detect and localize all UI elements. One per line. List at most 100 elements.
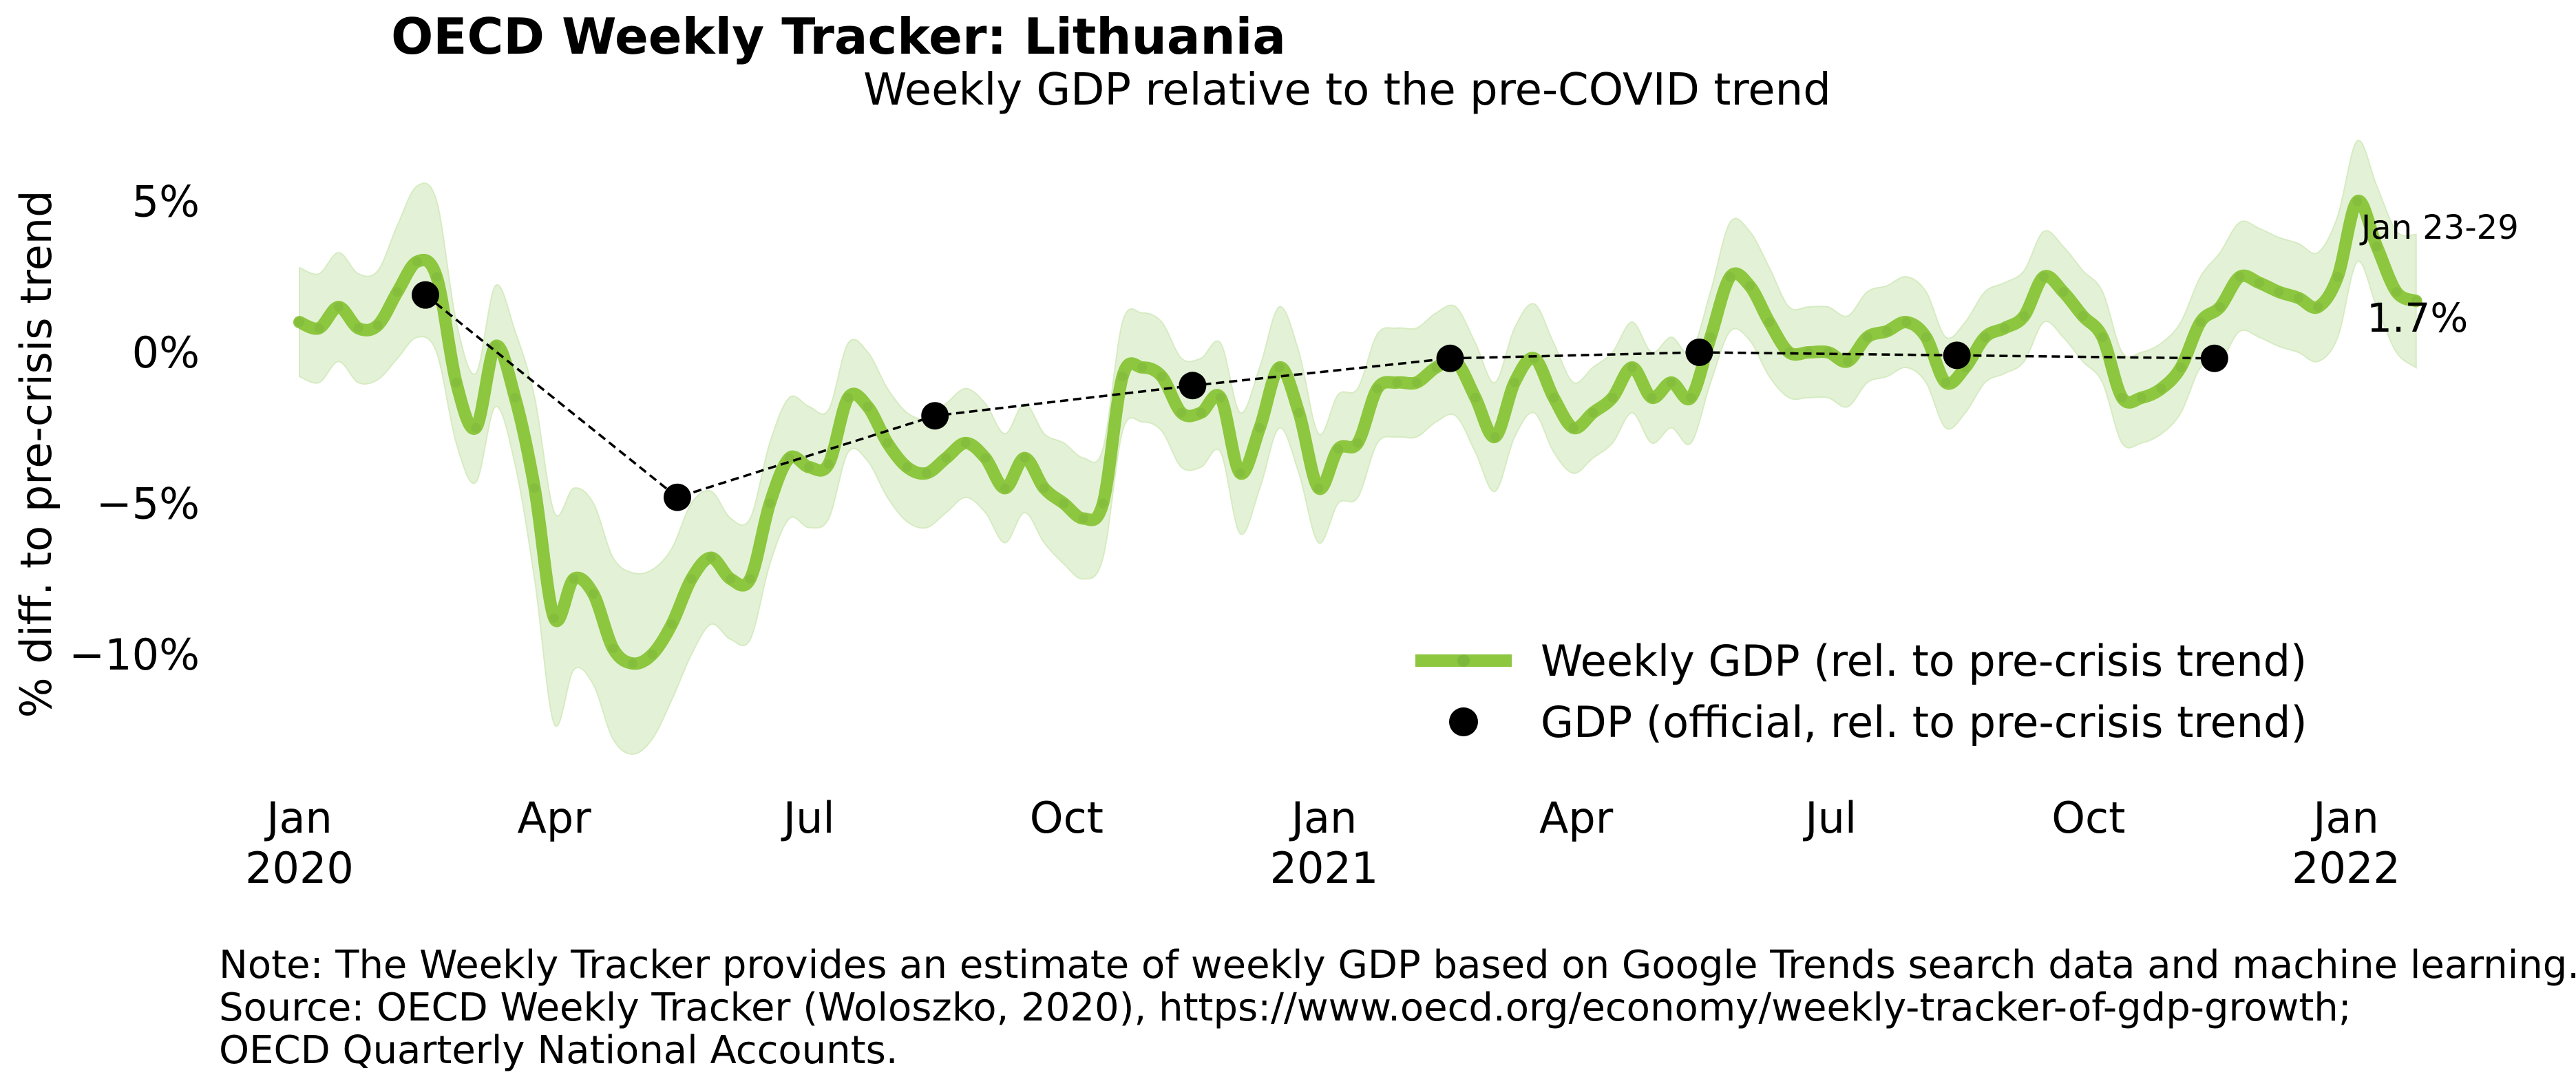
weekly-gdp-point (2117, 392, 2127, 403)
weekly-gdp-point (628, 659, 637, 669)
weekly-gdp-point (1274, 363, 1285, 372)
legend-official-label: GDP (official, rel. to pre-crisis trend) (1541, 697, 2308, 747)
weekly-gdp-point (1294, 407, 1304, 418)
weekly-gdp-point (1216, 392, 1226, 403)
weekly-gdp-point (1568, 423, 1579, 433)
weekly-gdp-point (980, 453, 991, 463)
weekly-gdp-point (2293, 293, 2303, 303)
weekly-gdp-point (451, 377, 461, 387)
weekly-gdp-point (666, 619, 677, 630)
y-tick-label: 5% (132, 177, 200, 227)
official-gdp-point (412, 281, 439, 309)
weekly-gdp-point (2137, 392, 2147, 403)
x-tick-label: Jul (1802, 793, 1857, 843)
weekly-gdp-point (372, 320, 383, 330)
x-tick-label: Apr (1539, 793, 1614, 843)
weekly-gdp-point (1784, 348, 1794, 357)
weekly-gdp-point (1882, 326, 1892, 336)
weekly-gdp-point (726, 574, 736, 584)
weekly-gdp-point (1333, 444, 1343, 454)
weekly-gdp-point (2019, 311, 2029, 321)
weekly-gdp-point (1980, 332, 1990, 343)
chart-subtitle: Weekly GDP relative to the pre-COVID tre… (863, 65, 1831, 116)
weekly-gdp-point (1078, 513, 1088, 524)
official-gdp-point (1179, 372, 1207, 400)
x-tick-label: Jan (1289, 793, 1358, 843)
weekly-gdp-point (1313, 483, 1324, 493)
weekly-gdp-point (2254, 278, 2264, 288)
weekly-gdp-point (863, 402, 873, 412)
y-tick-label: 0% (132, 328, 200, 378)
weekly-gdp-point (1157, 372, 1167, 382)
weekly-gdp-point (2038, 272, 2049, 282)
weekly-gdp-point (1255, 423, 1265, 433)
weekly-gdp-point (1725, 272, 1735, 282)
weekly-gdp-point (1862, 332, 1872, 343)
legend-weekly-label: Weekly GDP (rel. to pre-crisis trend) (1541, 636, 2307, 686)
official-gdp-point (2200, 344, 2228, 372)
weekly-gdp-point (784, 453, 794, 463)
weekly-gdp-point (1059, 498, 1069, 509)
weekly-gdp-point (569, 574, 579, 584)
weekly-gdp-point (1744, 281, 1755, 291)
source-line: Source: OECD Weekly Tracker (Woloszko, 2… (219, 985, 2352, 1030)
note-line: Note: The Weekly Tracker provides an est… (219, 943, 2576, 987)
weekly-gdp-point (883, 438, 893, 448)
weekly-gdp-point (1921, 332, 1931, 343)
weekly-gdp-point (1823, 348, 1833, 357)
weekly-gdp-point (1098, 498, 1108, 509)
weekly-gdp-point (1705, 332, 1715, 343)
x-tick-label: Oct (1030, 793, 1104, 843)
weekly-gdp-point (2098, 332, 2108, 343)
weekly-gdp-line (293, 194, 2422, 670)
weekly-gdp-point (1764, 317, 1775, 328)
x-tick-year-label: 2022 (2292, 843, 2400, 893)
weekly-gdp-point (843, 392, 854, 403)
legend: Weekly GDP (rel. to pre-crisis trend) GD… (1415, 636, 2308, 747)
x-tick-label: Jan (2310, 793, 2379, 843)
y-tick-label: −5% (96, 479, 200, 529)
official-gdp-point (1943, 341, 1971, 370)
weekly-gdp-point (647, 650, 657, 659)
y-axis-ticks: 5% 0% −5% −10% (69, 177, 200, 681)
x-tick-year-label: 2021 (1270, 843, 1379, 893)
weekly-gdp-point (2392, 287, 2402, 297)
weekly-gdp-point (2215, 302, 2225, 312)
weekly-gdp-point (922, 468, 931, 478)
weekly-gdp-point (1510, 377, 1520, 387)
last-week-value-annotation: 1.7% (2367, 295, 2468, 341)
weekly-gdp-point (1999, 323, 2009, 333)
chart-title: OECD Weekly Tracker: Lithuania (391, 8, 1286, 65)
official-gdp-point (1685, 339, 1713, 366)
weekly-gdp-markers (295, 196, 2421, 669)
weekly-gdp-point (765, 498, 775, 509)
x-tick-label: Apr (517, 793, 591, 843)
weekly-gdp-point (589, 589, 598, 599)
y-tick-label: −10% (69, 630, 200, 680)
weekly-gdp-point (1901, 317, 1912, 328)
weekly-gdp-point (1666, 377, 1676, 387)
weekly-gdp-point (1196, 407, 1206, 418)
weekly-gdp-point (608, 643, 618, 654)
weekly-gdp-point (432, 272, 442, 282)
y-axis-label: % diff. to pre-crisis trend (11, 191, 61, 718)
weekly-gdp-point (314, 323, 324, 333)
official-gdp-point (664, 483, 691, 511)
legend-official-swatch (1449, 707, 1478, 736)
weekly-gdp-point (2195, 317, 2206, 328)
weekly-gdp-point (2156, 383, 2166, 394)
weekly-gdp-point (1941, 377, 1951, 387)
weekly-gdp-point (1549, 392, 1559, 403)
weekly-gdp-point (2274, 287, 2284, 297)
official-gdp-point (921, 402, 949, 430)
weekly-gdp-point (2058, 287, 2069, 297)
x-tick-label: Jul (781, 793, 835, 843)
weekly-gdp-point (902, 462, 912, 472)
weekly-gdp-point (823, 459, 834, 469)
weekly-gdp-point (2235, 272, 2245, 282)
weekly-gdp-point (745, 574, 755, 584)
weekly-gdp-point (1039, 483, 1049, 493)
weekly-gdp-point (1588, 407, 1598, 418)
weekly-gdp-point (2372, 242, 2382, 252)
